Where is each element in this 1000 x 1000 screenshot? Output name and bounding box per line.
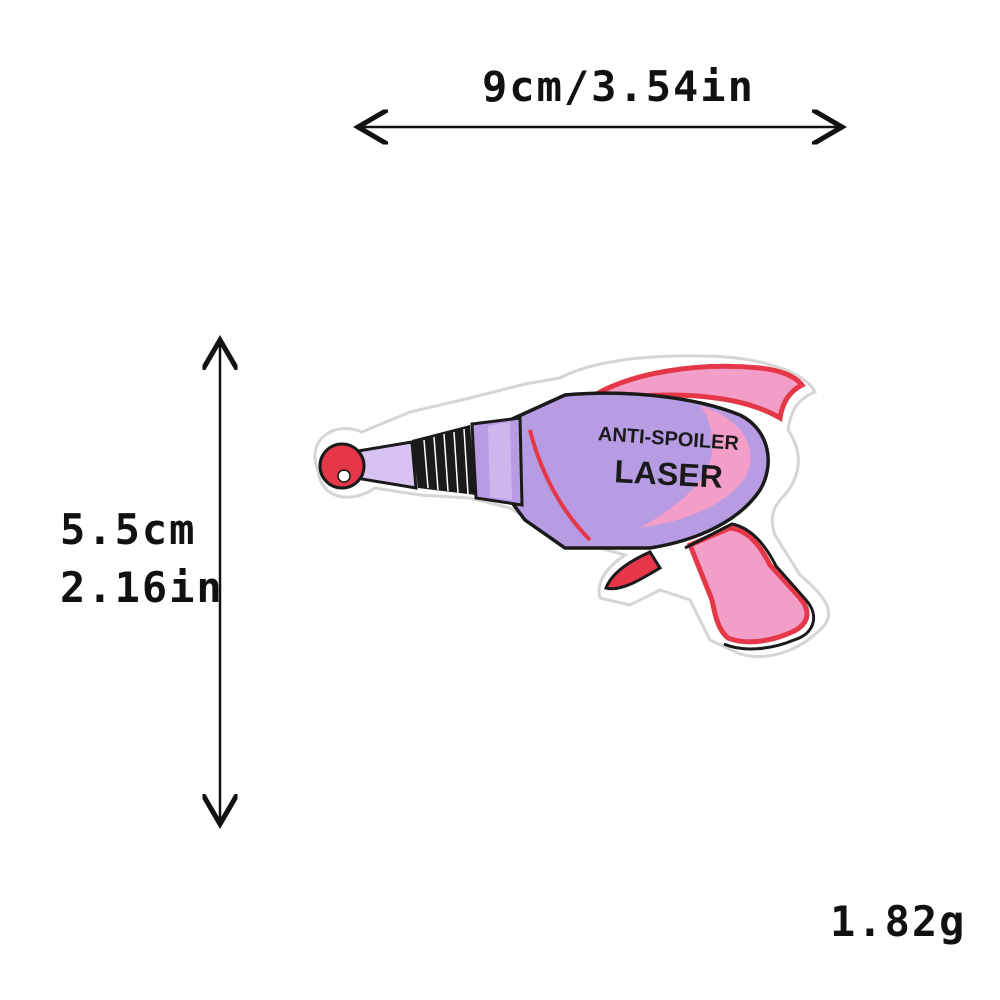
body-accent	[528, 429, 592, 542]
top-fin	[580, 363, 806, 423]
barrel-mid-shade	[488, 422, 512, 500]
width-label: 9cm/3.54in	[482, 62, 755, 111]
muzzle-tip	[318, 442, 366, 490]
body-swoosh	[640, 405, 751, 528]
muzzle-hole	[337, 469, 351, 483]
weight-label: 1.82g	[830, 897, 967, 946]
handle-outline	[684, 522, 816, 651]
patch-text-line2: LASER	[613, 453, 723, 495]
trigger	[604, 550, 663, 591]
height-in-label: 2.16in	[60, 563, 224, 612]
handle	[686, 525, 810, 645]
height-cm-label: 5.5cm	[60, 505, 197, 554]
barrel-ring-stripes	[423, 428, 469, 495]
ray-gun-patch: ANTI-SPOILER LASER	[313, 354, 831, 658]
barrel-ring	[412, 425, 476, 495]
